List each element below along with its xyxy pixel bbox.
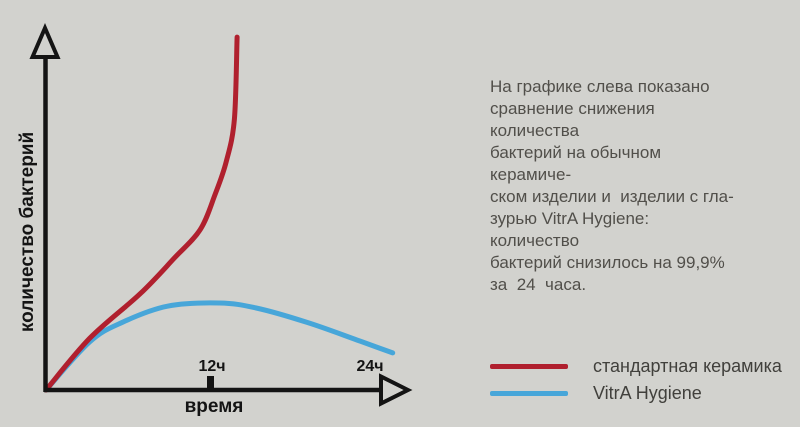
y-axis-arrowhead (29, 22, 61, 59)
series-curve-1 (43, 300, 396, 393)
x-tick-label-12h: 12ч (198, 358, 225, 375)
x-tick-12h (207, 376, 214, 389)
y-axis-label: количество бактерий (17, 132, 38, 332)
x-axis: 12ч 24ч время (44, 358, 413, 417)
chart-legend: стандартная керамика VitrA Hygiene (490, 356, 782, 403)
legend-label-vitra-hygiene: VitrA Hygiene (593, 382, 702, 403)
annotation-text: На графике слева показано сравнение сниж… (490, 77, 734, 294)
legend-swatch-standard-ceramic (490, 363, 568, 369)
legend-label-standard-ceramic: стандартная керамика (593, 355, 782, 376)
legend-item-standard-ceramic: стандартная керамика (490, 356, 782, 376)
legend-swatch-vitra-hygiene (490, 390, 568, 396)
x-axis-arrowhead (379, 373, 413, 407)
legend-item-vitra-hygiene: VitrA Hygiene (490, 383, 782, 403)
y-axis: количество бактерий (17, 22, 61, 392)
x-axis-label: время (185, 396, 244, 417)
chart-series (43, 34, 396, 393)
x-tick-label-24h: 24ч (356, 358, 383, 375)
bacteria-time-chart: количество бактерий 12ч 24ч время (17, 22, 413, 417)
series-curve-0 (43, 34, 240, 393)
